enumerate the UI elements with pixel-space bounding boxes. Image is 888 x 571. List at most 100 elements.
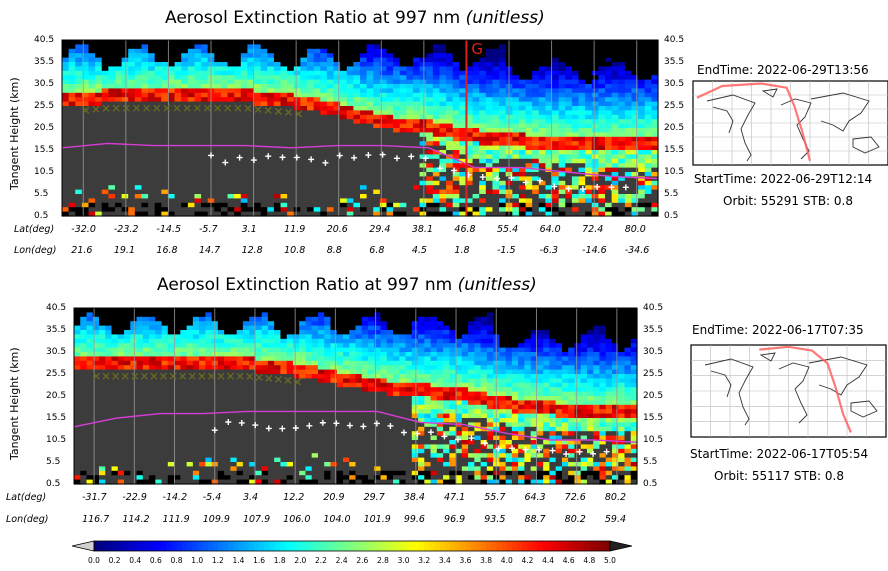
heatmap-cell (220, 106, 229, 111)
heatmap-cell (386, 163, 394, 169)
heatmap-cell (141, 57, 149, 63)
heatmap-cell (130, 343, 138, 349)
heatmap-cell (167, 457, 175, 463)
heatmap-cell (512, 57, 520, 63)
heatmap-cell (124, 391, 131, 397)
heatmap-cell (114, 211, 123, 217)
heatmap-cell (161, 457, 169, 463)
heatmap-cell (571, 57, 580, 63)
heatmap-cell (287, 207, 295, 213)
heatmap-cell (167, 312, 175, 318)
heatmap-cell (525, 110, 533, 116)
heatmap-cell (174, 119, 182, 125)
heatmap-cell (134, 53, 143, 59)
heatmap-cell (236, 462, 244, 467)
heatmap-cell (618, 167, 626, 173)
heatmap-cell (249, 352, 257, 357)
heatmap-cell (194, 150, 202, 155)
heatmap-cell (651, 145, 659, 151)
heatmap-cell (419, 79, 427, 85)
heatmap-cell (181, 163, 189, 169)
heatmap-cell (525, 44, 533, 50)
heatmap-cell (261, 466, 269, 472)
heatmap-cell (161, 114, 169, 120)
heatmap-cell (432, 172, 441, 177)
heatmap-cell (75, 75, 83, 81)
heatmap-cell (99, 404, 106, 410)
heatmap-cell (366, 88, 374, 94)
heatmap-cell (187, 84, 196, 89)
heatmap-cell (465, 97, 474, 103)
heatmap-cell (247, 106, 255, 111)
heatmap-cell (399, 110, 407, 116)
heatmap-cell (631, 84, 639, 89)
heatmap-cell (167, 92, 176, 98)
heatmap-cell (538, 145, 547, 151)
cloud-marker (551, 183, 558, 190)
heatmap-cell (234, 97, 242, 103)
heatmap-cell (128, 66, 136, 72)
heatmap-cell (124, 453, 131, 459)
heatmap-cell (255, 440, 263, 445)
heatmap-cell (227, 150, 235, 155)
heatmap-cell (452, 194, 460, 199)
heatmap-cell (479, 189, 487, 195)
heatmap-cell (571, 92, 580, 98)
heatmap-cell (155, 325, 163, 331)
heatmap-cell (124, 352, 131, 357)
heatmap-cell (174, 172, 182, 177)
heatmap-cell (194, 119, 202, 125)
heatmap-cell (214, 66, 222, 72)
heatmap-cell (300, 123, 308, 129)
heatmap-cell (399, 158, 407, 164)
heatmap-cell (267, 88, 275, 94)
heatmap-cell (273, 145, 282, 151)
heatmap-cell (598, 106, 606, 111)
y-tick-label-right: 25.5 (664, 101, 685, 111)
heatmap-cell (346, 211, 354, 217)
heatmap-cell (585, 141, 593, 147)
heatmap-cell (585, 75, 593, 81)
heatmap-cell (117, 352, 125, 357)
heatmap-cell (220, 150, 229, 155)
heatmap-cell (194, 84, 202, 89)
heatmap-cell (201, 194, 209, 199)
heatmap-cell (412, 136, 421, 142)
heatmap-cell (141, 101, 149, 107)
heatmap-cell (273, 207, 282, 213)
heatmap-cell (101, 128, 109, 133)
heatmap-cell (307, 101, 315, 107)
heatmap-cell (124, 347, 131, 353)
heatmap-cell (578, 185, 586, 191)
heatmap-cell (326, 123, 335, 129)
heatmap-cell (136, 418, 144, 423)
heatmap-cell (180, 387, 188, 393)
heatmap-cell (446, 84, 454, 89)
heatmap-cell (242, 325, 250, 331)
heatmap-cell (192, 404, 200, 410)
heatmap-cell (148, 202, 156, 208)
heatmap-cell (598, 185, 606, 191)
heatmap-cells (74, 308, 638, 485)
heatmap-cell (121, 132, 129, 138)
heatmap-cell (92, 325, 100, 331)
heatmap-cell (88, 84, 96, 89)
heatmap-cell (227, 189, 235, 195)
heatmap-cell (346, 132, 354, 138)
heatmap-cell (611, 185, 619, 191)
heatmap-cell (154, 119, 162, 125)
heatmap-cell (267, 176, 275, 182)
heatmap-cell (267, 150, 275, 155)
heatmap-cell (280, 180, 288, 186)
heatmap-cell (532, 154, 540, 160)
heatmap-cell (366, 150, 374, 155)
heatmap-cell (186, 475, 194, 481)
heatmap-cell (105, 347, 113, 353)
heatmap-cell (217, 391, 225, 397)
heatmap-cell (192, 365, 200, 371)
heatmap-cell (605, 79, 613, 85)
heatmap-cell (249, 343, 257, 349)
heatmap-cell (426, 92, 434, 98)
heatmap-cell (247, 211, 255, 217)
heatmap-cell (154, 141, 162, 147)
